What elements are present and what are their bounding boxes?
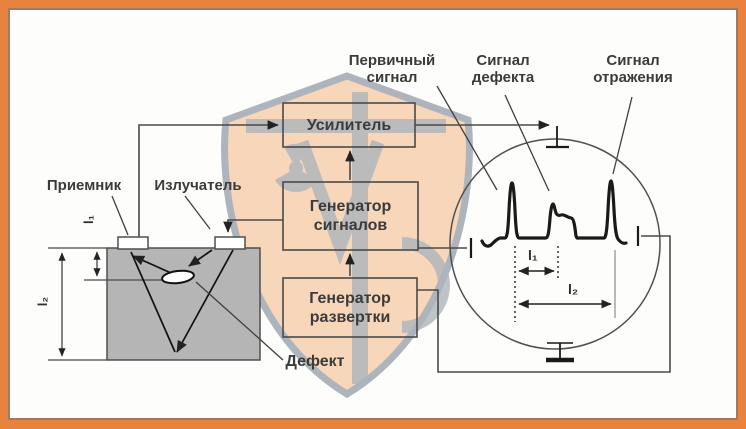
defect-flaw xyxy=(161,269,195,285)
radiation-icon xyxy=(275,143,317,193)
radiation-shield-watermark-icon xyxy=(221,72,473,399)
sweep-generator-box-label: Генератор развертки xyxy=(309,289,391,326)
defect-signal-label: Сигнал дефекта xyxy=(471,52,535,86)
screen-l1-label: l₁ xyxy=(528,247,538,263)
oscilloscope-screen xyxy=(449,138,661,350)
screen-dimensions xyxy=(514,246,616,322)
emitter-transducer xyxy=(214,236,246,250)
signal-generator-box xyxy=(282,181,419,251)
crt-electrodes xyxy=(469,126,640,363)
echo-waveform xyxy=(480,179,628,248)
bottom-electrode xyxy=(546,342,574,363)
ultrasonic-beams xyxy=(130,249,234,353)
defect-label: Дефект xyxy=(285,353,345,370)
reflection-signal-label: Сигнал отражения xyxy=(593,52,673,86)
emitter-label: Излучатель xyxy=(154,177,242,194)
screen-l2-label: l₂ xyxy=(568,281,579,297)
depth-dimensions xyxy=(58,251,101,357)
circuit-wires xyxy=(138,120,671,373)
primary-signal-label: Первичный сигнал xyxy=(348,52,436,86)
sweep-generator-box xyxy=(282,277,418,338)
receiver-label: Приемник xyxy=(46,177,122,194)
top-electrode xyxy=(546,126,569,149)
amplifier-box-label: Усилитель xyxy=(306,116,392,134)
signal-generator-box-label: Генератор сигналов xyxy=(309,198,392,234)
receiver-transducer xyxy=(117,236,149,250)
depth-l2-label: l₂ xyxy=(35,296,51,307)
depth-l1-label: l₁ xyxy=(81,215,96,224)
